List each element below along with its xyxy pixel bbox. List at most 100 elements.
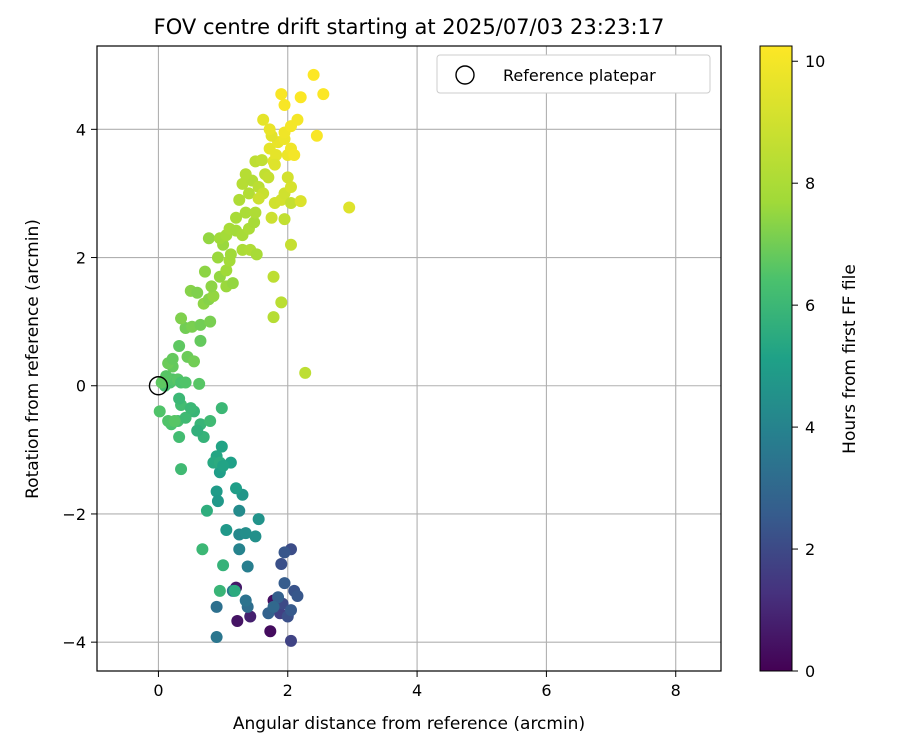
scatter-point bbox=[194, 318, 207, 331]
x-axis-ticks: 0 2 4 6 8 bbox=[153, 671, 681, 700]
scatter-point bbox=[193, 377, 206, 390]
colorbar: 0 2 4 6 8 10 Hours from first FF file bbox=[759, 45, 860, 681]
scatter-point bbox=[275, 557, 288, 570]
scatter-point bbox=[191, 286, 204, 299]
scatter-point bbox=[179, 376, 192, 389]
scatter-point bbox=[217, 559, 230, 572]
legend: Reference platepar bbox=[436, 54, 711, 94]
scatter-point bbox=[194, 334, 207, 347]
scatter-point bbox=[278, 577, 291, 590]
scatter-point bbox=[275, 296, 288, 309]
scatter-point bbox=[198, 265, 211, 278]
y-tick-label: 0 bbox=[76, 377, 86, 396]
scatter-point bbox=[166, 352, 179, 365]
scatter-point bbox=[343, 201, 356, 214]
scatter-point bbox=[250, 248, 263, 261]
scatter-point bbox=[210, 485, 223, 498]
scatter-point bbox=[255, 154, 268, 167]
scatter-point bbox=[272, 591, 285, 604]
scatter-point bbox=[233, 504, 246, 517]
scatter-point bbox=[284, 197, 297, 210]
scatter-point bbox=[239, 168, 252, 181]
scatter-point bbox=[252, 513, 265, 526]
colorbar-tick-label: 0 bbox=[805, 662, 815, 681]
legend-label: Reference platepar bbox=[503, 66, 656, 85]
scatter-point bbox=[278, 546, 291, 559]
scatter-point bbox=[284, 181, 297, 194]
scatter-point bbox=[187, 355, 200, 368]
x-axis-label: Angular distance from reference (arcmin) bbox=[233, 714, 585, 734]
colorbar-tick-label: 2 bbox=[805, 540, 815, 559]
scatter-point bbox=[262, 171, 275, 184]
scatter-point bbox=[230, 211, 243, 224]
scatter-point bbox=[239, 206, 252, 219]
scatter-point bbox=[173, 392, 186, 405]
scatter-point bbox=[242, 187, 255, 200]
scatter-point bbox=[278, 98, 291, 111]
scatter-point bbox=[200, 504, 213, 517]
scatter-point bbox=[184, 402, 197, 415]
x-tick-label: 0 bbox=[153, 681, 163, 700]
scatter-point bbox=[281, 171, 294, 184]
colorbar-tick-label: 10 bbox=[805, 52, 825, 71]
plot-frame bbox=[96, 45, 722, 672]
scatter-point bbox=[267, 270, 280, 283]
scatter-point bbox=[284, 604, 297, 617]
scatter-point bbox=[288, 148, 301, 161]
scatter-point bbox=[155, 376, 168, 389]
scatter-point bbox=[284, 238, 297, 251]
y-tick-label: −4 bbox=[62, 633, 86, 652]
scatter-point bbox=[241, 560, 254, 573]
x-tick-label: 6 bbox=[541, 681, 551, 700]
scatter-point bbox=[294, 91, 307, 104]
scatter-point bbox=[215, 402, 228, 415]
colorbar-tick-label: 8 bbox=[805, 174, 815, 193]
scatter-point bbox=[291, 590, 304, 602]
scatter-point bbox=[228, 584, 241, 597]
scatter-point bbox=[213, 584, 226, 597]
scatter-point bbox=[239, 594, 252, 607]
scatter-point bbox=[263, 123, 276, 136]
x-tick-label: 2 bbox=[283, 681, 293, 700]
reference-point-marker bbox=[148, 376, 169, 396]
scatter-point bbox=[204, 415, 217, 427]
scatter-point bbox=[202, 232, 215, 245]
data-points bbox=[153, 68, 356, 647]
scatter-point bbox=[204, 315, 217, 328]
scatter-point bbox=[233, 193, 246, 206]
scatter-point bbox=[310, 129, 323, 142]
scatter-point bbox=[230, 482, 243, 495]
y-tick-label: −2 bbox=[62, 505, 86, 524]
scatter-point bbox=[278, 213, 291, 226]
scatter-point bbox=[270, 148, 283, 161]
scatter-point bbox=[267, 311, 280, 324]
scatter-point bbox=[268, 158, 281, 171]
scatter-point bbox=[257, 113, 270, 126]
scatter-point bbox=[249, 206, 262, 219]
scatter-point bbox=[294, 195, 307, 208]
scatter-point bbox=[267, 600, 280, 613]
scatter-point bbox=[265, 211, 278, 224]
scatter-point bbox=[215, 440, 228, 453]
y-tick-label: 2 bbox=[76, 249, 86, 268]
scatter-point bbox=[252, 192, 265, 205]
scatter-point bbox=[191, 424, 204, 437]
scatter-point bbox=[233, 543, 246, 556]
scatter-point bbox=[211, 251, 224, 264]
scatter-point bbox=[220, 523, 233, 536]
scatter-point bbox=[231, 615, 244, 627]
colorbar-gradient bbox=[759, 45, 793, 672]
scatter-point bbox=[239, 527, 252, 540]
scatter-point bbox=[210, 600, 223, 613]
scatter-point bbox=[299, 366, 312, 379]
scatter-point bbox=[207, 290, 220, 302]
scatter-point bbox=[291, 113, 304, 126]
scatter-point bbox=[175, 463, 188, 476]
scatter-point bbox=[173, 340, 186, 352]
colorbar-label: Hours from first FF file bbox=[840, 264, 860, 454]
scatter-point bbox=[211, 495, 224, 508]
scatter-point bbox=[226, 277, 239, 290]
y-axis-ticks: −4 −2 0 2 4 bbox=[62, 120, 97, 652]
scatter-point bbox=[205, 280, 218, 293]
